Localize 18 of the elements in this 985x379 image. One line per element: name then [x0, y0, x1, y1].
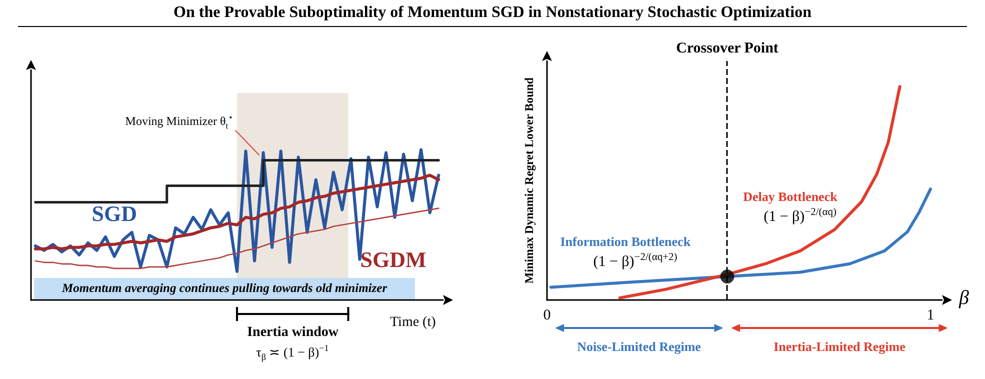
annotation: Momentum averaging continues pulling towards old minimizer: [62, 281, 388, 296]
x-axis-title: β: [959, 287, 969, 309]
text: Information Bottleneck: [560, 234, 691, 250]
y-axis-title: Minimax Dynamic Regret Lower Bound: [522, 77, 536, 284]
text: SGDM: [360, 246, 426, 272]
annotation: (1 − β)$^{−2/(αq+2)}$: [593, 252, 678, 271]
text: τ$_{β}$ ≍ (1 − β)$^{−1}$: [256, 342, 329, 362]
series-label: Delay Bottleneck: [743, 188, 838, 204]
series-label: SGD: [92, 201, 138, 227]
ref-line-label: Crossover Point: [676, 40, 778, 56]
text: Noise-Limited Regime: [577, 339, 701, 354]
text: On the Provable Suboptimality of Momentum SGD in Nonstationary Stochastic Optimization: [172, 4, 812, 22]
text: Inertia-Limited Regime: [774, 339, 906, 354]
annotation: (1 − β)$^{−2/(αq)}$: [764, 207, 837, 226]
x-tick-label: 0: [543, 308, 551, 324]
x-axis-title: Time (t): [390, 314, 436, 330]
text: Inertia window: [247, 324, 339, 340]
x-tick-label: 1: [926, 308, 934, 324]
